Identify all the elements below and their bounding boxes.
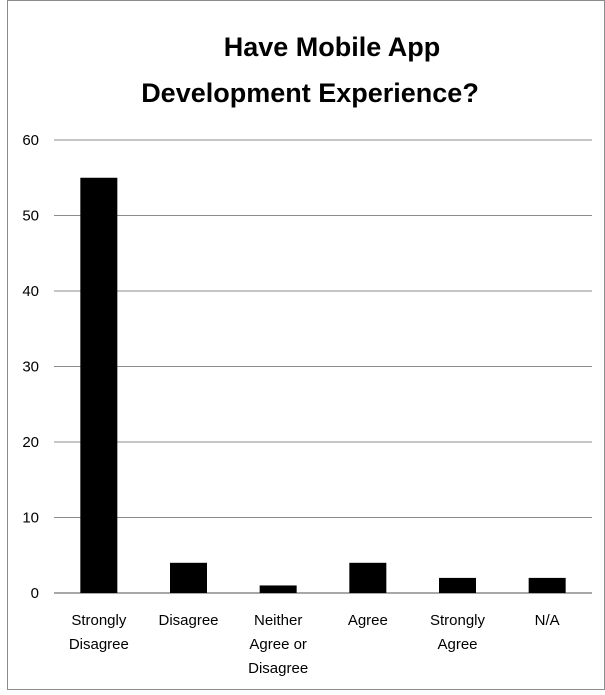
x-axis-labels: Strongly Disagree Disagree Neither Agree or D…: [69, 612, 560, 677]
x-category-label: Neither Agree or Disagree: [248, 612, 308, 677]
bar: [349, 562, 387, 593]
bar: [170, 562, 207, 593]
y-axis-ticks: 0 10 20 30 40 50 60: [22, 132, 39, 602]
y-tick-label: 10: [22, 510, 39, 527]
x-category-label: N/A: [535, 612, 560, 629]
x-category-label: Disagree: [158, 612, 218, 629]
y-tick-label: 60: [22, 132, 39, 149]
x-category-label: Strongly Disagree: [69, 612, 129, 653]
y-tick-label: 0: [31, 585, 39, 602]
y-tick-label: 30: [22, 359, 39, 376]
x-category-label: Agree: [348, 612, 388, 629]
gridlines: [54, 139, 592, 594]
bar: [259, 585, 297, 593]
chart-title-line-1: Have Mobile App: [224, 32, 441, 62]
bars: [80, 177, 566, 593]
bar: [439, 577, 476, 593]
y-tick-label: 50: [22, 208, 39, 225]
y-tick-label: 20: [22, 434, 39, 451]
bar: [528, 577, 566, 593]
y-tick-label: 40: [22, 283, 39, 300]
chart-title-line-2: Development Experience?: [141, 78, 479, 108]
bar: [80, 177, 118, 593]
x-category-label: Strongly Agree: [430, 612, 486, 653]
